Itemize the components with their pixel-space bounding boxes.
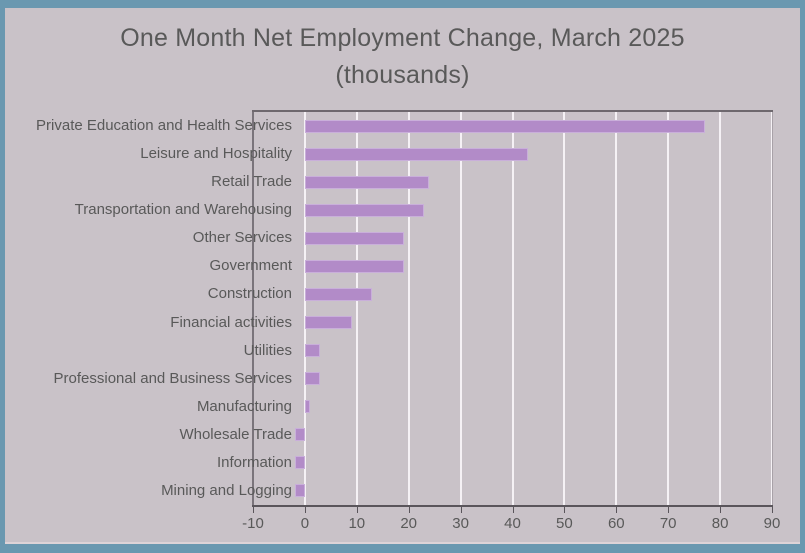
category-label: Government — [209, 257, 292, 275]
x-tick-label: 30 — [452, 515, 469, 532]
x-tick-mark — [253, 507, 254, 513]
x-tick-mark — [772, 507, 773, 513]
gridline — [407, 112, 410, 505]
x-tick-label: 10 — [348, 515, 366, 532]
bar — [304, 231, 404, 245]
x-tick-mark — [720, 507, 722, 513]
gridline — [667, 112, 670, 505]
category-label: Other Services — [192, 229, 292, 247]
x-tick-label: 90 — [763, 515, 781, 532]
gridline — [719, 112, 722, 505]
x-tick-mark — [564, 507, 566, 513]
category-label: Retail Trade — [211, 173, 292, 191]
category-label: Mining and Logging — [161, 481, 292, 499]
x-tick-label: 50 — [556, 515, 573, 532]
gridline — [303, 112, 306, 505]
bar — [304, 372, 321, 386]
bar — [304, 316, 352, 330]
bar — [294, 456, 305, 470]
gridline — [615, 112, 618, 505]
x-axis-line — [252, 505, 773, 507]
bar — [304, 147, 529, 161]
category-label: Utilities — [243, 341, 292, 359]
category-label: Wholesale Trade — [179, 425, 292, 443]
x-tick-label: 60 — [607, 515, 625, 532]
x-tick-mark — [460, 507, 462, 513]
bar — [294, 484, 305, 498]
x-tick-label: 0 — [300, 515, 310, 532]
chart-area: One Month Net Employment Change, March 2… — [5, 8, 800, 544]
gridline — [459, 112, 462, 505]
chart-subtitle: (thousands) — [335, 61, 470, 89]
x-tick-label: -10 — [242, 515, 264, 532]
category-label: Professional and Business Services — [53, 369, 292, 387]
x-tick-label: 70 — [659, 515, 677, 532]
x-tick-label: 40 — [504, 515, 521, 532]
category-label: Leisure and Hospitality — [140, 145, 292, 163]
plot-border-right — [772, 112, 773, 505]
category-label: Construction — [207, 285, 292, 303]
category-label: Private Education and Health Services — [36, 117, 292, 134]
bar — [304, 259, 404, 273]
category-label: Information — [216, 453, 292, 471]
x-tick-mark — [356, 507, 358, 513]
x-tick-mark — [304, 507, 306, 513]
gridline — [511, 112, 514, 505]
plot-border-top — [252, 110, 773, 112]
x-tick-label: 80 — [711, 515, 729, 532]
x-tick-mark — [408, 507, 410, 513]
chart-title: One Month Net Employment Change, March 2… — [120, 24, 685, 52]
bar — [304, 344, 321, 358]
x-tick-label: 20 — [400, 515, 418, 532]
bar — [304, 400, 311, 414]
bar — [294, 428, 305, 442]
plot-border-left — [252, 112, 254, 505]
x-tick-mark — [616, 507, 618, 513]
chart-title-block: One Month Net Employment Change, March 2… — [5, 20, 800, 94]
gridline — [563, 112, 566, 505]
category-label: Transportation and Warehousing — [74, 201, 292, 219]
bar — [304, 203, 425, 217]
x-tick-mark — [512, 507, 514, 513]
x-tick-mark — [668, 507, 670, 513]
bar — [304, 287, 373, 301]
gridline — [355, 112, 358, 505]
bar — [304, 119, 705, 133]
bar — [304, 175, 430, 189]
category-label: Financial activities — [170, 313, 292, 331]
category-label: Manufacturing — [196, 397, 292, 415]
